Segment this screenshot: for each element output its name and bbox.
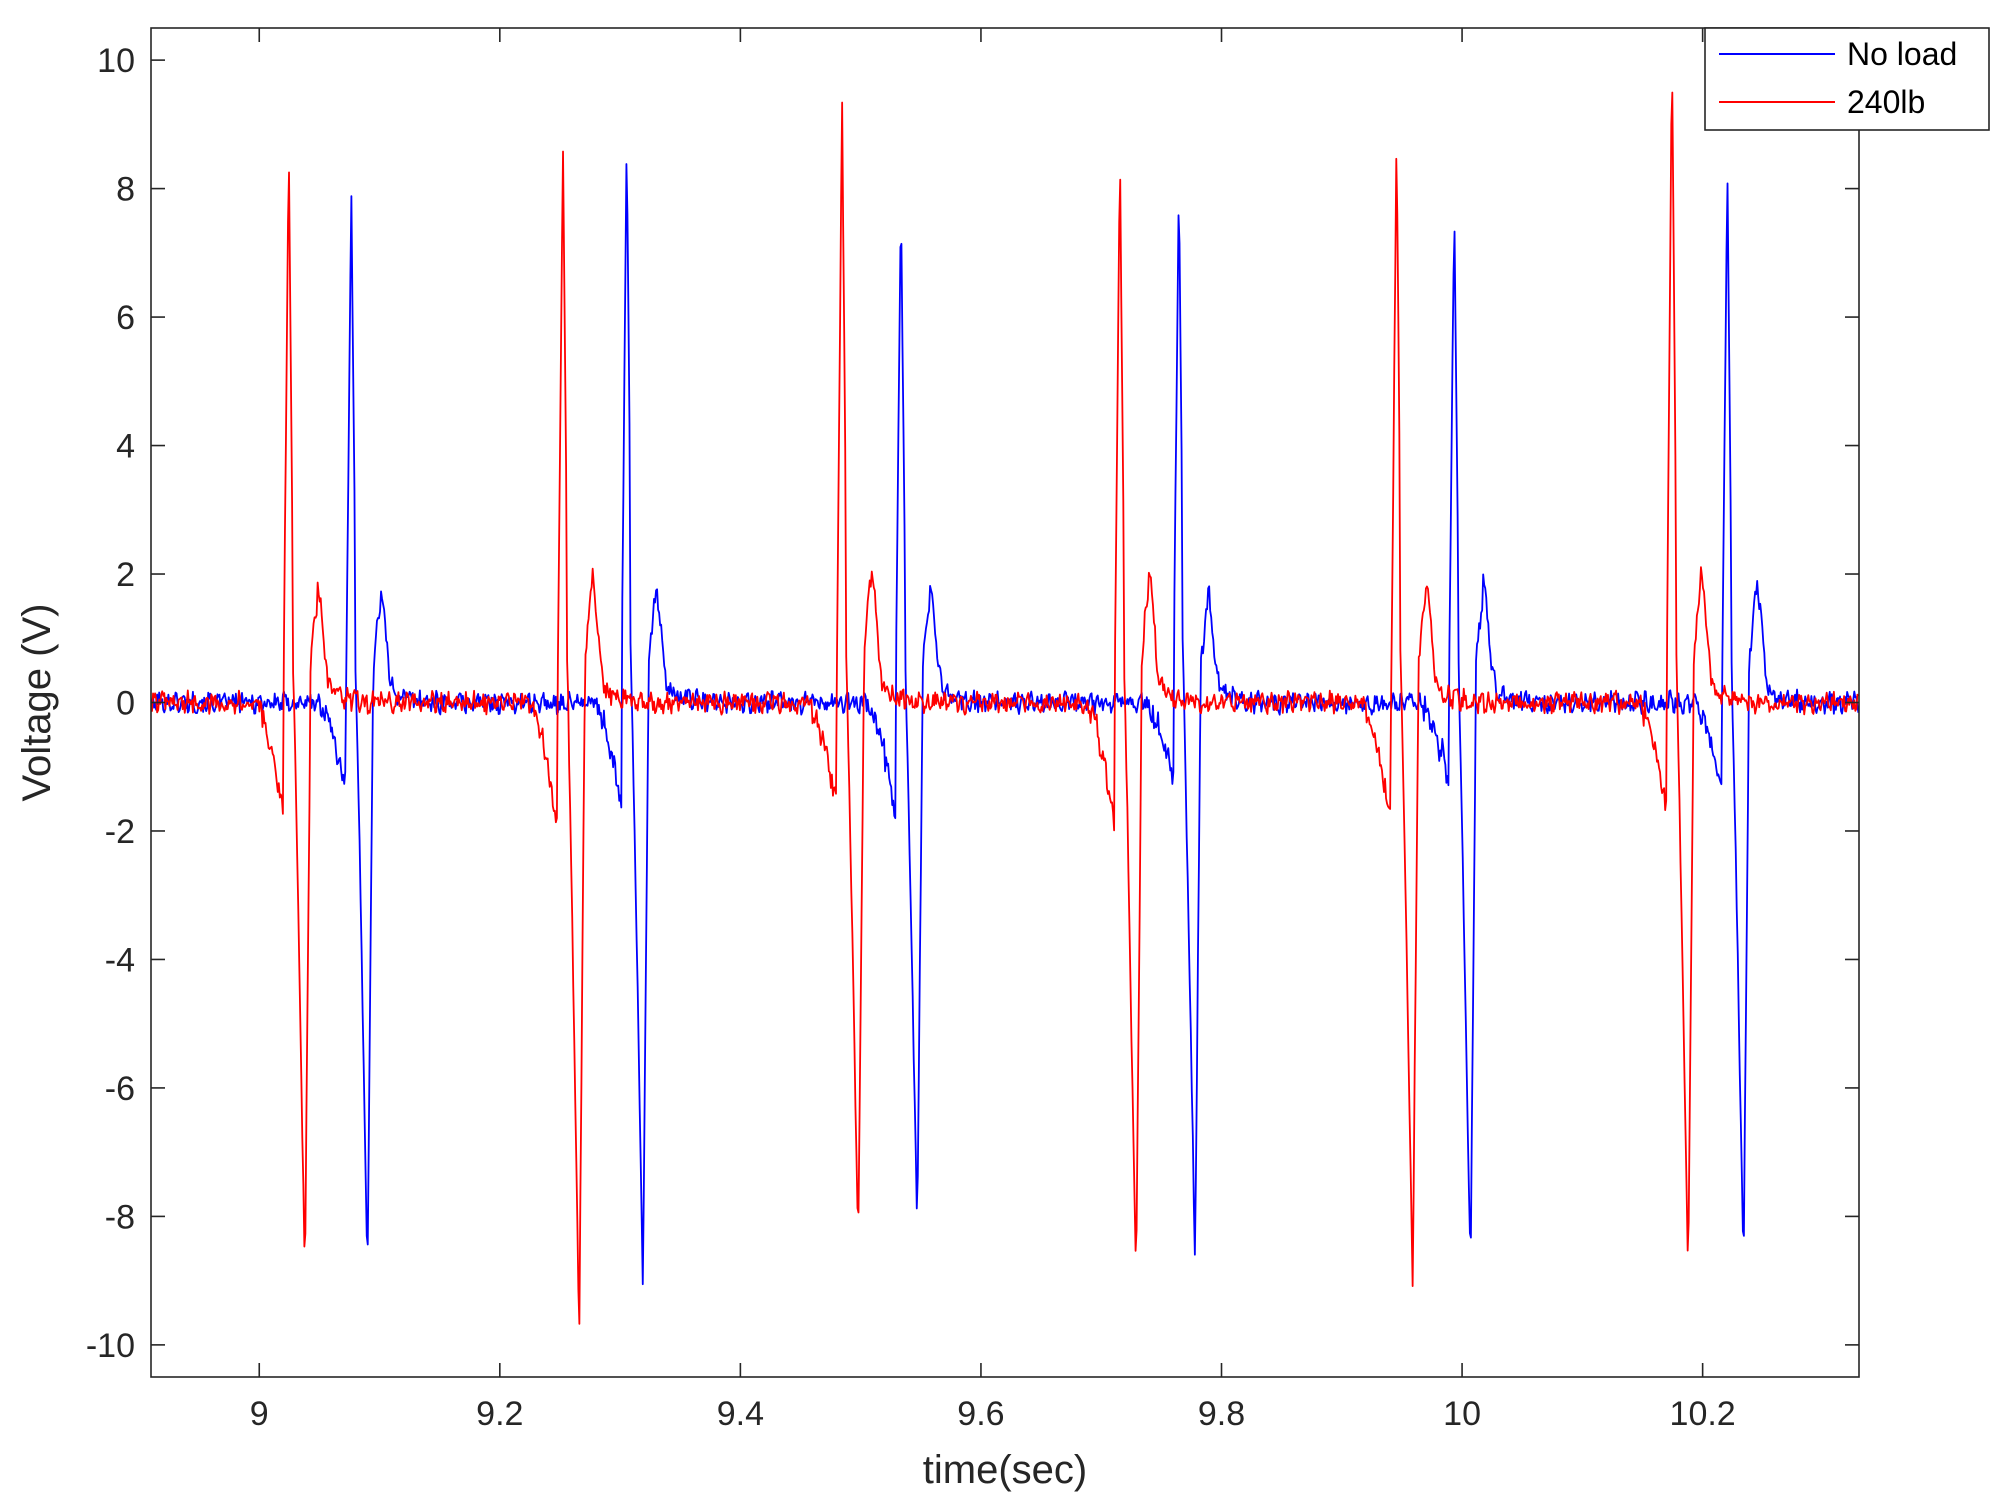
x-tick-label: 9.6 bbox=[957, 1395, 1004, 1433]
x-tick-label: 9.2 bbox=[476, 1395, 523, 1433]
series-layer bbox=[151, 91, 1859, 1325]
x-tick-label: 9 bbox=[250, 1395, 269, 1433]
x-axis-label: time(sec) bbox=[923, 1448, 1087, 1492]
y-tick-label: 0 bbox=[116, 685, 135, 723]
y-tick-label: -2 bbox=[105, 813, 135, 851]
y-tick-label: -6 bbox=[105, 1070, 135, 1108]
ticks-layer: 9 9.2 9.4 9.6 9.8 10 10.2 -10 -8 -6 -4 -2 0 2 4 6 8 10 bbox=[86, 28, 1859, 1433]
y-tick-label: 2 bbox=[116, 556, 135, 594]
x-tick-label: 9.8 bbox=[1198, 1395, 1245, 1433]
x-tick-label: 10 bbox=[1443, 1395, 1481, 1433]
y-tick-label: 6 bbox=[116, 299, 135, 337]
y-tick-label: 4 bbox=[116, 428, 135, 466]
legend-label-no-load: No load bbox=[1847, 36, 1957, 72]
legend-label-240lb: 240lb bbox=[1847, 84, 1925, 120]
y-axis-label: Voltage (V) bbox=[15, 604, 59, 802]
legend: No load 240lb bbox=[1704, 27, 1990, 131]
y-tick-label: -10 bbox=[86, 1327, 135, 1365]
legend-box bbox=[1704, 27, 1990, 131]
y-tick-label: 8 bbox=[116, 171, 135, 209]
series-line-240lb bbox=[151, 91, 1859, 1325]
y-tick-label: 10 bbox=[97, 42, 135, 80]
y-tick-label: -8 bbox=[105, 1198, 135, 1236]
x-tick-label: 9.4 bbox=[717, 1395, 764, 1433]
y-tick-label: -4 bbox=[105, 941, 135, 979]
x-tick-label: 10.2 bbox=[1670, 1395, 1736, 1433]
